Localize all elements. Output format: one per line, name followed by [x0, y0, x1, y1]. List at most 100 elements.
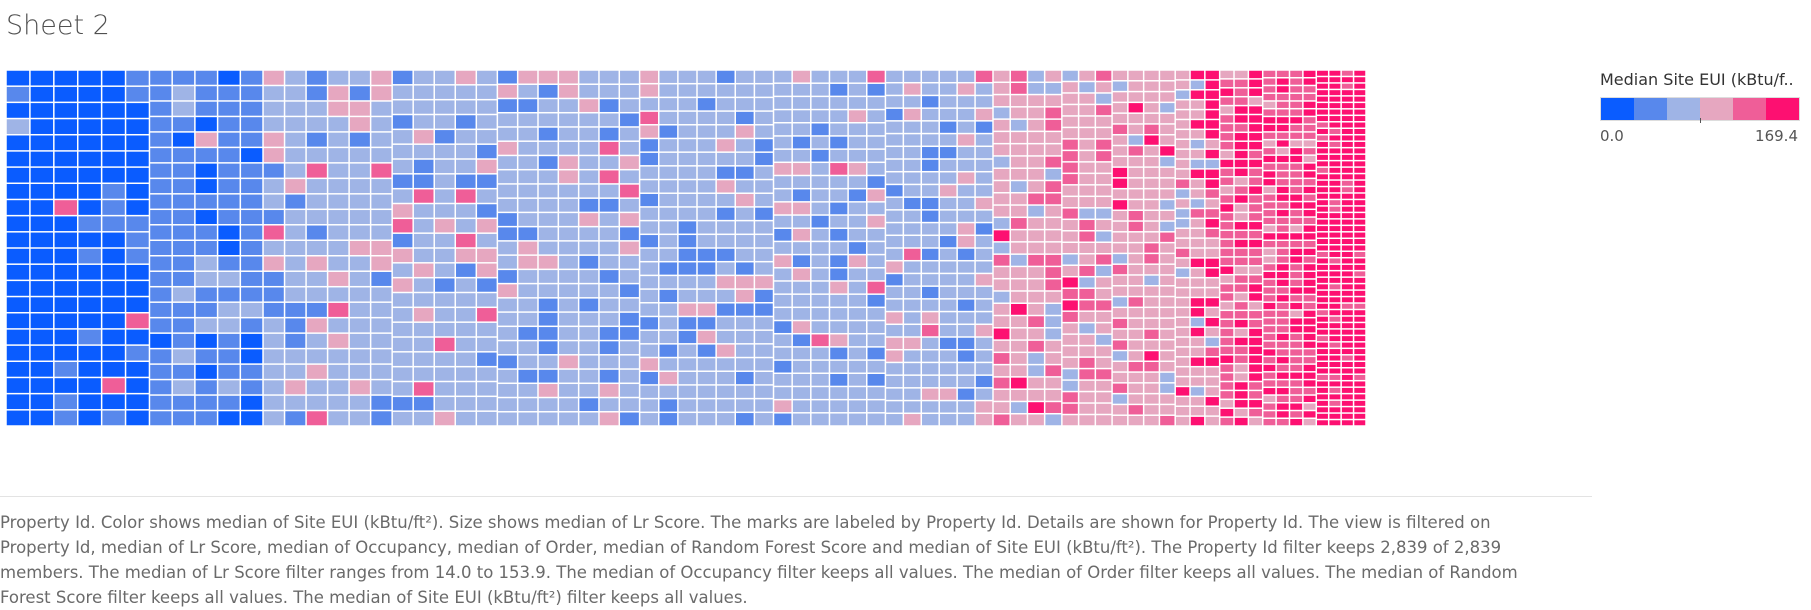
treemap-mark[interactable] — [993, 193, 1010, 205]
treemap-mark[interactable] — [1160, 210, 1175, 221]
treemap-mark[interactable] — [774, 308, 792, 320]
treemap-mark[interactable] — [54, 184, 77, 199]
treemap-mark[interactable] — [559, 113, 578, 127]
treemap-mark[interactable] — [599, 99, 619, 112]
treemap-mark[interactable] — [1028, 279, 1044, 291]
treemap-mark[interactable] — [886, 401, 903, 413]
treemap-mark[interactable] — [1128, 372, 1143, 383]
treemap-mark[interactable] — [1062, 288, 1078, 299]
treemap-mark[interactable] — [1220, 284, 1234, 292]
treemap-mark[interactable] — [848, 215, 867, 228]
treemap-mark[interactable] — [659, 399, 678, 412]
treemap-mark[interactable] — [755, 166, 773, 179]
treemap-mark[interactable] — [126, 410, 149, 426]
treemap-mark[interactable] — [241, 349, 263, 364]
treemap-mark[interactable] — [1144, 232, 1159, 242]
treemap-mark[interactable] — [975, 210, 993, 222]
treemap-mark[interactable] — [78, 167, 101, 183]
treemap-mark[interactable] — [1205, 298, 1219, 307]
treemap-mark[interactable] — [1190, 278, 1205, 287]
treemap-mark[interactable] — [1317, 323, 1328, 329]
treemap-mark[interactable] — [659, 303, 678, 316]
treemap-mark[interactable] — [1112, 81, 1128, 91]
treemap-mark[interactable] — [1160, 405, 1175, 415]
treemap-mark[interactable] — [1317, 174, 1328, 180]
treemap-mark[interactable] — [559, 341, 578, 355]
treemap-mark[interactable] — [371, 364, 392, 379]
treemap-mark[interactable] — [518, 156, 538, 169]
treemap-mark[interactable] — [78, 248, 101, 264]
treemap-mark[interactable] — [774, 97, 792, 109]
treemap-mark[interactable] — [939, 185, 957, 197]
treemap-mark[interactable] — [392, 100, 413, 114]
treemap-mark[interactable] — [477, 144, 497, 159]
treemap-mark[interactable] — [477, 159, 497, 174]
treemap-mark[interactable] — [498, 241, 517, 255]
treemap-mark[interactable] — [306, 256, 327, 271]
treemap-mark[interactable] — [1079, 162, 1095, 173]
treemap-mark[interactable] — [993, 230, 1010, 242]
treemap-mark[interactable] — [904, 134, 921, 146]
treemap-mark[interactable] — [1354, 413, 1366, 419]
treemap-mark[interactable] — [1144, 243, 1159, 253]
treemap-mark[interactable] — [477, 278, 497, 292]
treemap-mark[interactable] — [939, 197, 957, 210]
treemap-mark[interactable] — [328, 349, 349, 364]
treemap-mark[interactable] — [1175, 179, 1190, 188]
treemap-mark[interactable] — [1045, 377, 1062, 389]
treemap-mark[interactable] — [678, 139, 697, 152]
treemap-mark[interactable] — [736, 262, 754, 275]
treemap-mark[interactable] — [886, 286, 903, 299]
treemap-mark[interactable] — [848, 400, 867, 413]
treemap-mark[interactable] — [498, 156, 517, 169]
treemap-mark[interactable] — [1096, 116, 1112, 127]
treemap-mark[interactable] — [1062, 243, 1078, 253]
treemap-mark[interactable] — [640, 111, 658, 125]
treemap-mark[interactable] — [195, 86, 217, 101]
treemap-mark[interactable] — [30, 329, 54, 345]
treemap-mark[interactable] — [1276, 101, 1289, 108]
treemap-mark[interactable] — [150, 302, 172, 317]
treemap-mark[interactable] — [195, 163, 217, 178]
treemap-mark[interactable] — [218, 210, 240, 225]
treemap-mark[interactable] — [538, 412, 558, 426]
treemap-mark[interactable] — [1263, 279, 1276, 286]
treemap-mark[interactable] — [620, 127, 639, 141]
treemap-mark[interactable] — [640, 152, 658, 166]
treemap-mark[interactable] — [1062, 174, 1078, 185]
treemap-mark[interactable] — [1205, 159, 1219, 169]
treemap-mark[interactable] — [811, 360, 829, 373]
treemap-mark[interactable] — [1190, 367, 1205, 376]
treemap-mark[interactable] — [1128, 200, 1143, 210]
treemap-mark[interactable] — [1276, 194, 1289, 201]
treemap-mark[interactable] — [1234, 186, 1248, 194]
treemap-mark[interactable] — [1190, 100, 1205, 109]
treemap-mark[interactable] — [1220, 141, 1234, 150]
treemap-mark[interactable] — [1263, 233, 1276, 240]
treemap-mark[interactable] — [1220, 124, 1234, 132]
treemap-mark[interactable] — [886, 274, 903, 286]
treemap-mark[interactable] — [579, 84, 599, 98]
treemap-mark[interactable] — [1354, 245, 1366, 251]
treemap-mark[interactable] — [957, 375, 975, 388]
treemap-mark[interactable] — [830, 321, 848, 333]
treemap-mark[interactable] — [1028, 70, 1044, 82]
treemap-mark[interactable] — [1190, 416, 1205, 426]
treemap-mark[interactable] — [328, 287, 349, 302]
treemap-mark[interactable] — [922, 159, 939, 171]
treemap-mark[interactable] — [659, 385, 678, 398]
treemap-mark[interactable] — [78, 86, 101, 102]
treemap-mark[interactable] — [54, 362, 77, 377]
treemap-mark[interactable] — [1045, 144, 1062, 156]
treemap-mark[interactable] — [263, 194, 284, 209]
treemap-mark[interactable] — [1276, 380, 1289, 387]
treemap-mark[interactable] — [218, 380, 240, 395]
treemap-mark[interactable] — [1175, 397, 1190, 406]
treemap-mark[interactable] — [1079, 220, 1095, 231]
treemap-mark[interactable] — [1010, 340, 1027, 352]
treemap-mark[interactable] — [6, 345, 30, 361]
treemap-mark[interactable] — [1317, 70, 1328, 76]
treemap-mark[interactable] — [1329, 381, 1341, 387]
treemap-mark[interactable] — [904, 172, 921, 184]
treemap-mark[interactable] — [218, 117, 240, 132]
